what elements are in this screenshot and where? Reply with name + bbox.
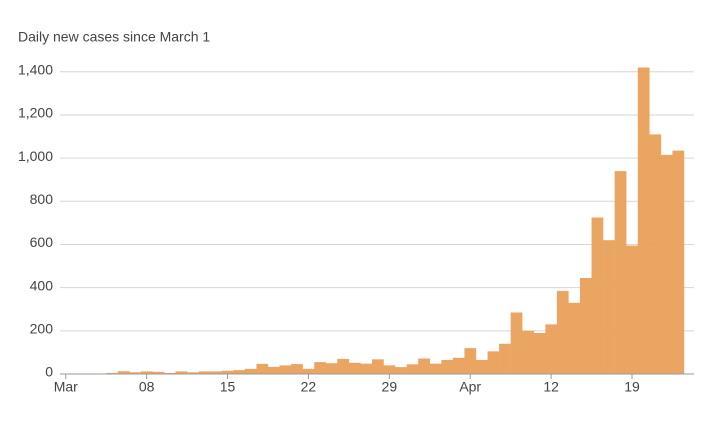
bar [395,367,407,374]
bar [511,312,523,374]
bar [280,365,292,374]
y-tick-label: 1,200 [18,105,53,121]
bar [384,365,396,374]
bar [580,278,592,374]
bar [545,324,557,374]
bar [360,364,372,374]
y-tick-label: 600 [30,234,54,250]
bar [372,359,384,374]
bar [638,67,650,374]
x-tick-label: Mar [54,379,78,395]
y-tick-label: 400 [30,277,54,293]
x-tick-label: 12 [543,379,559,395]
bar [337,359,349,374]
bar [476,360,488,374]
x-tick-label: 08 [139,379,155,395]
y-tick-label: 200 [30,321,54,337]
x-tick-label: 29 [382,379,398,395]
bar [568,303,580,374]
bar [256,364,268,374]
bar [407,364,419,374]
bar [314,362,326,374]
bar [626,246,638,374]
bar [499,344,511,374]
bar [349,363,361,374]
x-tick-label: 22 [301,379,317,395]
x-tick-label: 19 [624,379,640,395]
bar [649,134,661,374]
bar [245,369,257,374]
bar [418,358,430,374]
bar [661,155,673,374]
y-tick-label: 1,000 [18,148,53,164]
bar [522,331,534,374]
bar [464,348,476,374]
bar [441,360,453,374]
bar [326,363,338,374]
y-tick-label: 800 [30,191,54,207]
bar [592,218,604,375]
bar [488,351,500,374]
x-tick-label: Apr [459,379,481,395]
bar [603,240,615,374]
bar [453,358,465,374]
bar [303,369,315,374]
bar [233,370,245,374]
x-tick-label: 15 [220,379,236,395]
bar [672,151,684,374]
bar [615,171,627,374]
bar [268,367,280,374]
bar [557,291,569,374]
y-tick-label: 1,400 [18,61,53,77]
bar [291,364,303,374]
y-tick-label: 0 [45,364,53,380]
bar [534,333,546,374]
chart-title: Daily new cases since March 1 [18,29,210,45]
bar [430,364,442,374]
